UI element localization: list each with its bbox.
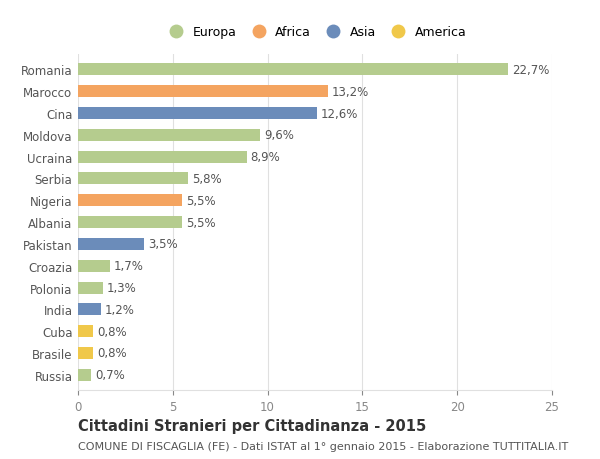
Bar xyxy=(78,282,103,294)
Text: 1,7%: 1,7% xyxy=(114,260,144,273)
Text: 3,5%: 3,5% xyxy=(148,238,178,251)
Text: 13,2%: 13,2% xyxy=(332,85,370,99)
Text: Cittadini Stranieri per Cittadinanza - 2015: Cittadini Stranieri per Cittadinanza - 2… xyxy=(78,419,426,434)
Legend: Europa, Africa, Asia, America: Europa, Africa, Asia, America xyxy=(158,21,472,44)
Bar xyxy=(78,217,182,229)
Text: COMUNE DI FISCAGLIA (FE) - Dati ISTAT al 1° gennaio 2015 - Elaborazione TUTTITAL: COMUNE DI FISCAGLIA (FE) - Dati ISTAT al… xyxy=(78,441,568,451)
Bar xyxy=(78,369,91,381)
Bar xyxy=(78,195,182,207)
Bar xyxy=(78,325,93,337)
Bar xyxy=(78,86,328,98)
Text: 22,7%: 22,7% xyxy=(512,64,550,77)
Bar xyxy=(78,151,247,163)
Bar xyxy=(78,108,317,120)
Text: 0,7%: 0,7% xyxy=(95,369,125,381)
Bar xyxy=(78,347,93,359)
Bar xyxy=(78,173,188,185)
Bar xyxy=(78,238,145,250)
Text: 5,8%: 5,8% xyxy=(192,173,221,185)
Bar xyxy=(78,129,260,141)
Text: 0,8%: 0,8% xyxy=(97,347,127,360)
Text: 12,6%: 12,6% xyxy=(320,107,358,120)
Text: 5,5%: 5,5% xyxy=(186,194,215,207)
Text: 1,3%: 1,3% xyxy=(106,281,136,294)
Bar xyxy=(78,304,101,316)
Text: 0,8%: 0,8% xyxy=(97,325,127,338)
Text: 8,9%: 8,9% xyxy=(251,151,280,164)
Text: 5,5%: 5,5% xyxy=(186,216,215,229)
Text: 9,6%: 9,6% xyxy=(264,129,293,142)
Bar xyxy=(78,64,508,76)
Bar xyxy=(78,260,110,272)
Text: 1,2%: 1,2% xyxy=(104,303,134,316)
